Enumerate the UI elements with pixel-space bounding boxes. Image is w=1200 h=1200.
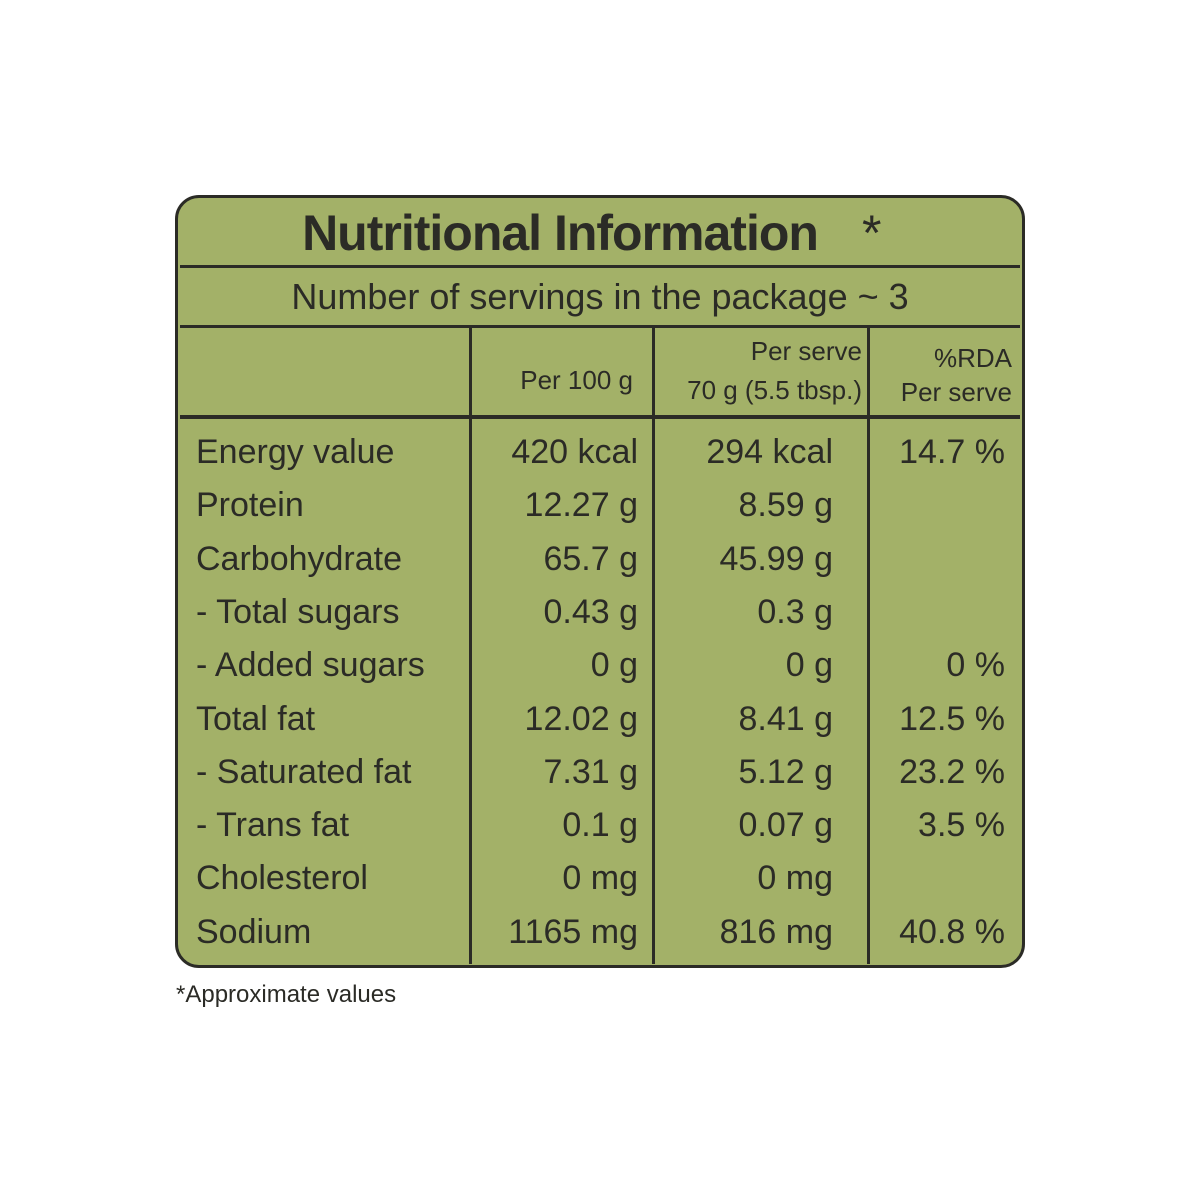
per-100g: 0.43 g [543, 592, 638, 631]
title: Nutritional Information [302, 205, 819, 261]
footnote: *Approximate values [176, 981, 397, 1008]
per-serve: 0.07 g [738, 806, 833, 845]
per-100g: 7.31 g [543, 752, 638, 791]
nutrient: Protein [196, 486, 304, 525]
nutrient: - Total sugars [196, 592, 400, 631]
per-100g: 12.02 g [524, 699, 638, 738]
per-serve: 8.41 g [738, 699, 833, 738]
per-100g: 0.1 g [562, 806, 638, 845]
rda: 12.5 % [899, 699, 1005, 738]
nutrient: Cholesterol [196, 859, 368, 898]
column-divider [867, 326, 870, 964]
nutrition-panel [175, 195, 1025, 968]
per-serve: 0.3 g [757, 592, 833, 631]
divider [180, 265, 1020, 268]
column-divider [469, 326, 472, 964]
column-header: %RDA [933, 343, 1012, 373]
rda: 14.7 % [899, 433, 1005, 471]
nutrient: Energy value [196, 433, 395, 471]
per-serve: 45.99 g [719, 539, 833, 578]
per-serve: 0 mg [757, 859, 833, 898]
rda: 40.8 % [899, 912, 1005, 951]
rda: 3.5 % [918, 806, 1005, 845]
per-serve: 816 mg [719, 912, 833, 951]
per-100g: 0 g [590, 646, 638, 685]
column-header: Per 100 g [520, 365, 633, 395]
nutrient: Carbohydrate [196, 539, 403, 578]
title-mark: * [862, 205, 881, 261]
per-serve: 8.59 g [738, 486, 833, 525]
per-serve: 0 g [785, 646, 833, 685]
divider [180, 325, 1020, 328]
servings: Number of servings in the package ~ 3 [291, 276, 909, 317]
column-header: Per serve [750, 336, 862, 366]
column-divider [652, 326, 655, 964]
nutrient: Sodium [196, 912, 312, 951]
nutrient: - Added sugars [196, 646, 425, 685]
rda: 0 % [946, 646, 1005, 685]
per-serve: 294 kcal [706, 433, 833, 471]
per-100g: 1165 mg [508, 912, 638, 951]
divider [180, 415, 1020, 419]
nutrient: - Trans fat [196, 806, 350, 845]
column-header: Per serve [900, 377, 1012, 407]
rda: 23.2 % [899, 752, 1005, 791]
per-100g: 12.27 g [524, 486, 638, 525]
column-header: 70 g (5.5 tbsp.) [687, 375, 862, 405]
per-100g: 0 mg [562, 859, 638, 898]
nutrient: Total fat [196, 699, 316, 738]
per-100g: 65.7 g [543, 539, 638, 578]
per-100g: 420 kcal [511, 433, 638, 471]
nutrient: - Saturated fat [196, 752, 412, 791]
per-serve: 5.12 g [738, 752, 833, 791]
